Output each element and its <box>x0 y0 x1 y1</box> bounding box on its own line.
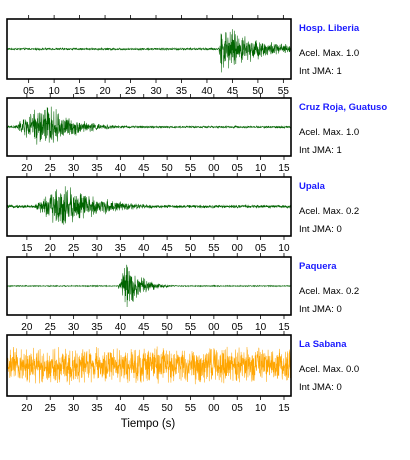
x-tick-label: 20 <box>21 322 33 333</box>
x-tick-label: 50 <box>252 86 264 97</box>
x-tick-label: 15 <box>278 322 290 333</box>
station-name: Hosp. Liberia <box>299 23 360 34</box>
x-tick-label: 40 <box>138 243 150 254</box>
x-tick-label: 10 <box>255 163 267 174</box>
x-tick-label: 45 <box>162 243 174 254</box>
max-acceleration-label: Acel. Max. 1.0 <box>299 48 359 59</box>
x-tick-label: 10 <box>278 243 290 254</box>
x-tick-label: 15 <box>278 163 290 174</box>
panel-frame <box>6 97 292 157</box>
x-tick-label: 35 <box>91 322 103 333</box>
x-tick-label: 35 <box>91 163 103 174</box>
max-acceleration-label: Acel. Max. 0.2 <box>299 286 359 297</box>
x-tick-label: 15 <box>21 243 33 254</box>
x-tick-label: 30 <box>68 322 80 333</box>
x-tick-label: 55 <box>185 163 197 174</box>
x-tick-label: 55 <box>185 403 197 414</box>
station-panel: 20 25 30 35 40 45 50 55 00 05 10 15 La Sabana Acel. M… <box>6 331 359 414</box>
x-tick-label: 20 <box>21 403 33 414</box>
x-tick-label: 50 <box>185 243 197 254</box>
x-tick-label: 10 <box>49 86 61 97</box>
x-tick-label: 55 <box>185 322 197 333</box>
jma-intensity-label: Int JMA: 0 <box>299 304 342 315</box>
panel-frame <box>6 176 292 237</box>
x-tick-label: 55 <box>208 243 220 254</box>
x-tick-label: 35 <box>91 403 103 414</box>
x-tick-label: 45 <box>138 163 150 174</box>
waveform-trace <box>7 29 291 73</box>
x-tick-label: 40 <box>115 403 127 414</box>
x-tick-label: 05 <box>255 243 267 254</box>
x-tick-label: 00 <box>208 163 220 174</box>
station-name: Upala <box>299 181 326 192</box>
panel-frame <box>6 256 292 316</box>
jma-intensity-label: Int JMA: 0 <box>299 224 342 235</box>
station-name: Cruz Roja, Guatuso <box>299 102 387 113</box>
x-tick-label: 05 <box>232 163 244 174</box>
x-tick-label: 15 <box>74 86 86 97</box>
x-tick-label: 00 <box>232 243 244 254</box>
x-tick-label: 45 <box>227 86 239 97</box>
x-tick-label: 25 <box>68 243 80 254</box>
x-tick-label: 45 <box>138 322 150 333</box>
waveform-trace <box>7 106 291 145</box>
station-name: Paquera <box>299 261 337 272</box>
waveform-trace <box>7 186 291 225</box>
station-panel: 15 20 25 30 35 40 45 50 55 00 05 10 Upala Acel. Max. … <box>6 173 359 254</box>
x-tick-label: 35 <box>115 243 127 254</box>
x-tick-label: 05 <box>232 322 244 333</box>
x-tick-label: 40 <box>115 322 127 333</box>
x-tick-label: 30 <box>91 243 103 254</box>
x-tick-label: 40 <box>201 86 213 97</box>
max-acceleration-label: Acel. Max. 1.0 <box>299 127 359 138</box>
x-tick-label: 50 <box>162 403 174 414</box>
x-tick-label: 50 <box>162 163 174 174</box>
x-tick-label: 15 <box>278 403 290 414</box>
x-tick-label: 30 <box>150 86 162 97</box>
x-tick-label: 00 <box>208 403 220 414</box>
panel-frame <box>6 334 292 397</box>
station-panel: 05 10 15 20 25 30 35 40 45 50 55 Hosp. Liberia Acel.… <box>6 15 360 97</box>
x-tick-label: 30 <box>68 163 80 174</box>
x-tick-label: 20 <box>21 163 33 174</box>
station-panel: 20 25 30 35 40 45 50 55 00 05 10 15 Cruz Roja, Guatu… <box>6 94 387 174</box>
x-tick-label: 55 <box>278 86 290 97</box>
x-tick-label: 20 <box>100 86 112 97</box>
x-tick-label: 10 <box>255 403 267 414</box>
max-acceleration-label: Acel. Max. 0.0 <box>299 364 359 375</box>
jma-intensity-label: Int JMA: 1 <box>299 66 342 77</box>
x-tick-label: 05 <box>23 86 35 97</box>
waveform-trace <box>7 264 291 308</box>
panel-frame <box>6 18 292 80</box>
x-tick-label: 50 <box>162 322 174 333</box>
x-tick-label: 20 <box>45 243 57 254</box>
x-tick-label: 25 <box>45 403 57 414</box>
x-tick-label: 25 <box>45 322 57 333</box>
x-tick-label: 30 <box>68 403 80 414</box>
x-tick-label: 00 <box>208 322 220 333</box>
x-tick-label: 35 <box>176 86 188 97</box>
x-tick-label: 05 <box>232 403 244 414</box>
station-name: La Sabana <box>299 339 347 350</box>
jma-intensity-label: Int JMA: 0 <box>299 382 342 393</box>
max-acceleration-label: Acel. Max. 0.2 <box>299 206 359 217</box>
station-panel: 20 25 30 35 40 45 50 55 00 05 10 15 Paquera Acel. Max… <box>6 253 359 333</box>
x-tick-label: 25 <box>45 163 57 174</box>
x-tick-label: 45 <box>138 403 150 414</box>
waveform-trace <box>7 346 291 385</box>
x-tick-label: 25 <box>125 86 137 97</box>
panels-group: 05 10 15 20 25 30 35 40 45 50 55 Hosp. Liberia Acel.… <box>6 15 387 414</box>
x-tick-label: 10 <box>255 322 267 333</box>
x-tick-label: 40 <box>115 163 127 174</box>
jma-intensity-label: Int JMA: 1 <box>299 145 342 156</box>
x-axis-label: Tiempo (s) <box>121 418 176 430</box>
